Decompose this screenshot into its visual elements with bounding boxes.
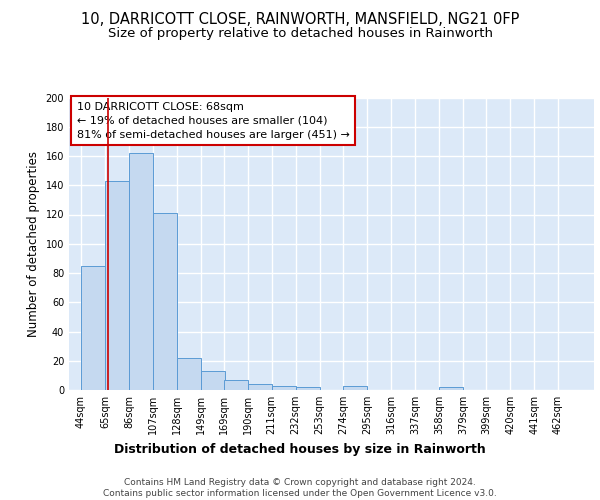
Text: Distribution of detached houses by size in Rainworth: Distribution of detached houses by size … <box>114 442 486 456</box>
Bar <box>248 384 272 390</box>
Bar <box>81 266 105 390</box>
Bar <box>296 387 320 390</box>
Bar <box>129 153 153 390</box>
Y-axis label: Number of detached properties: Number of detached properties <box>27 151 40 337</box>
Bar <box>153 213 177 390</box>
Text: 10, DARRICOTT CLOSE, RAINWORTH, MANSFIELD, NG21 0FP: 10, DARRICOTT CLOSE, RAINWORTH, MANSFIEL… <box>81 12 519 28</box>
Bar <box>105 181 129 390</box>
Bar <box>177 358 201 390</box>
Bar <box>343 386 367 390</box>
Bar <box>201 371 225 390</box>
Bar <box>439 387 463 390</box>
Text: Size of property relative to detached houses in Rainworth: Size of property relative to detached ho… <box>107 28 493 40</box>
Bar <box>272 386 296 390</box>
Bar <box>224 380 248 390</box>
Text: 10 DARRICOTT CLOSE: 68sqm
← 19% of detached houses are smaller (104)
81% of semi: 10 DARRICOTT CLOSE: 68sqm ← 19% of detac… <box>77 102 350 140</box>
Text: Contains HM Land Registry data © Crown copyright and database right 2024.
Contai: Contains HM Land Registry data © Crown c… <box>103 478 497 498</box>
